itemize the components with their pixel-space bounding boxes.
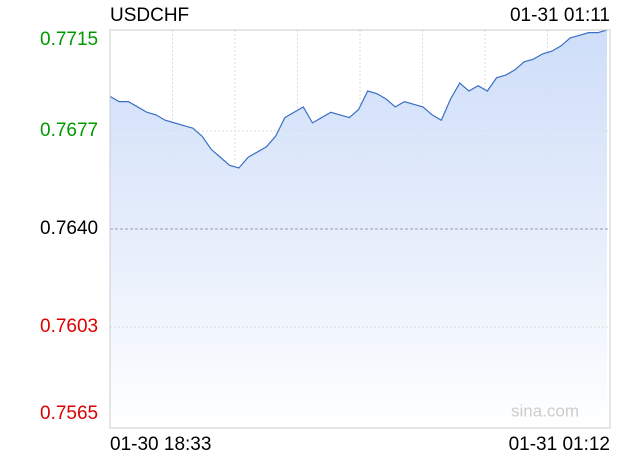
- y-tick-label: 0.7640: [40, 218, 98, 239]
- timestamp: 01-31 01:11: [510, 5, 610, 26]
- x-tick-label: 01-31 01:12: [509, 434, 610, 455]
- price-line: [109, 29, 608, 169]
- y-tick-label: 0.7715: [40, 29, 98, 50]
- x-tick-label: 01-30 18:33: [110, 434, 211, 455]
- chart-title: USDCHF: [110, 5, 189, 26]
- y-tick-label: 0.7565: [40, 403, 98, 424]
- area-fill: [110, 30, 607, 428]
- watermark: sina.com: [511, 401, 579, 420]
- plot-frame: [109, 29, 611, 429]
- y-tick-label: 0.7603: [40, 316, 98, 337]
- y-tick-label: 0.7677: [40, 120, 98, 141]
